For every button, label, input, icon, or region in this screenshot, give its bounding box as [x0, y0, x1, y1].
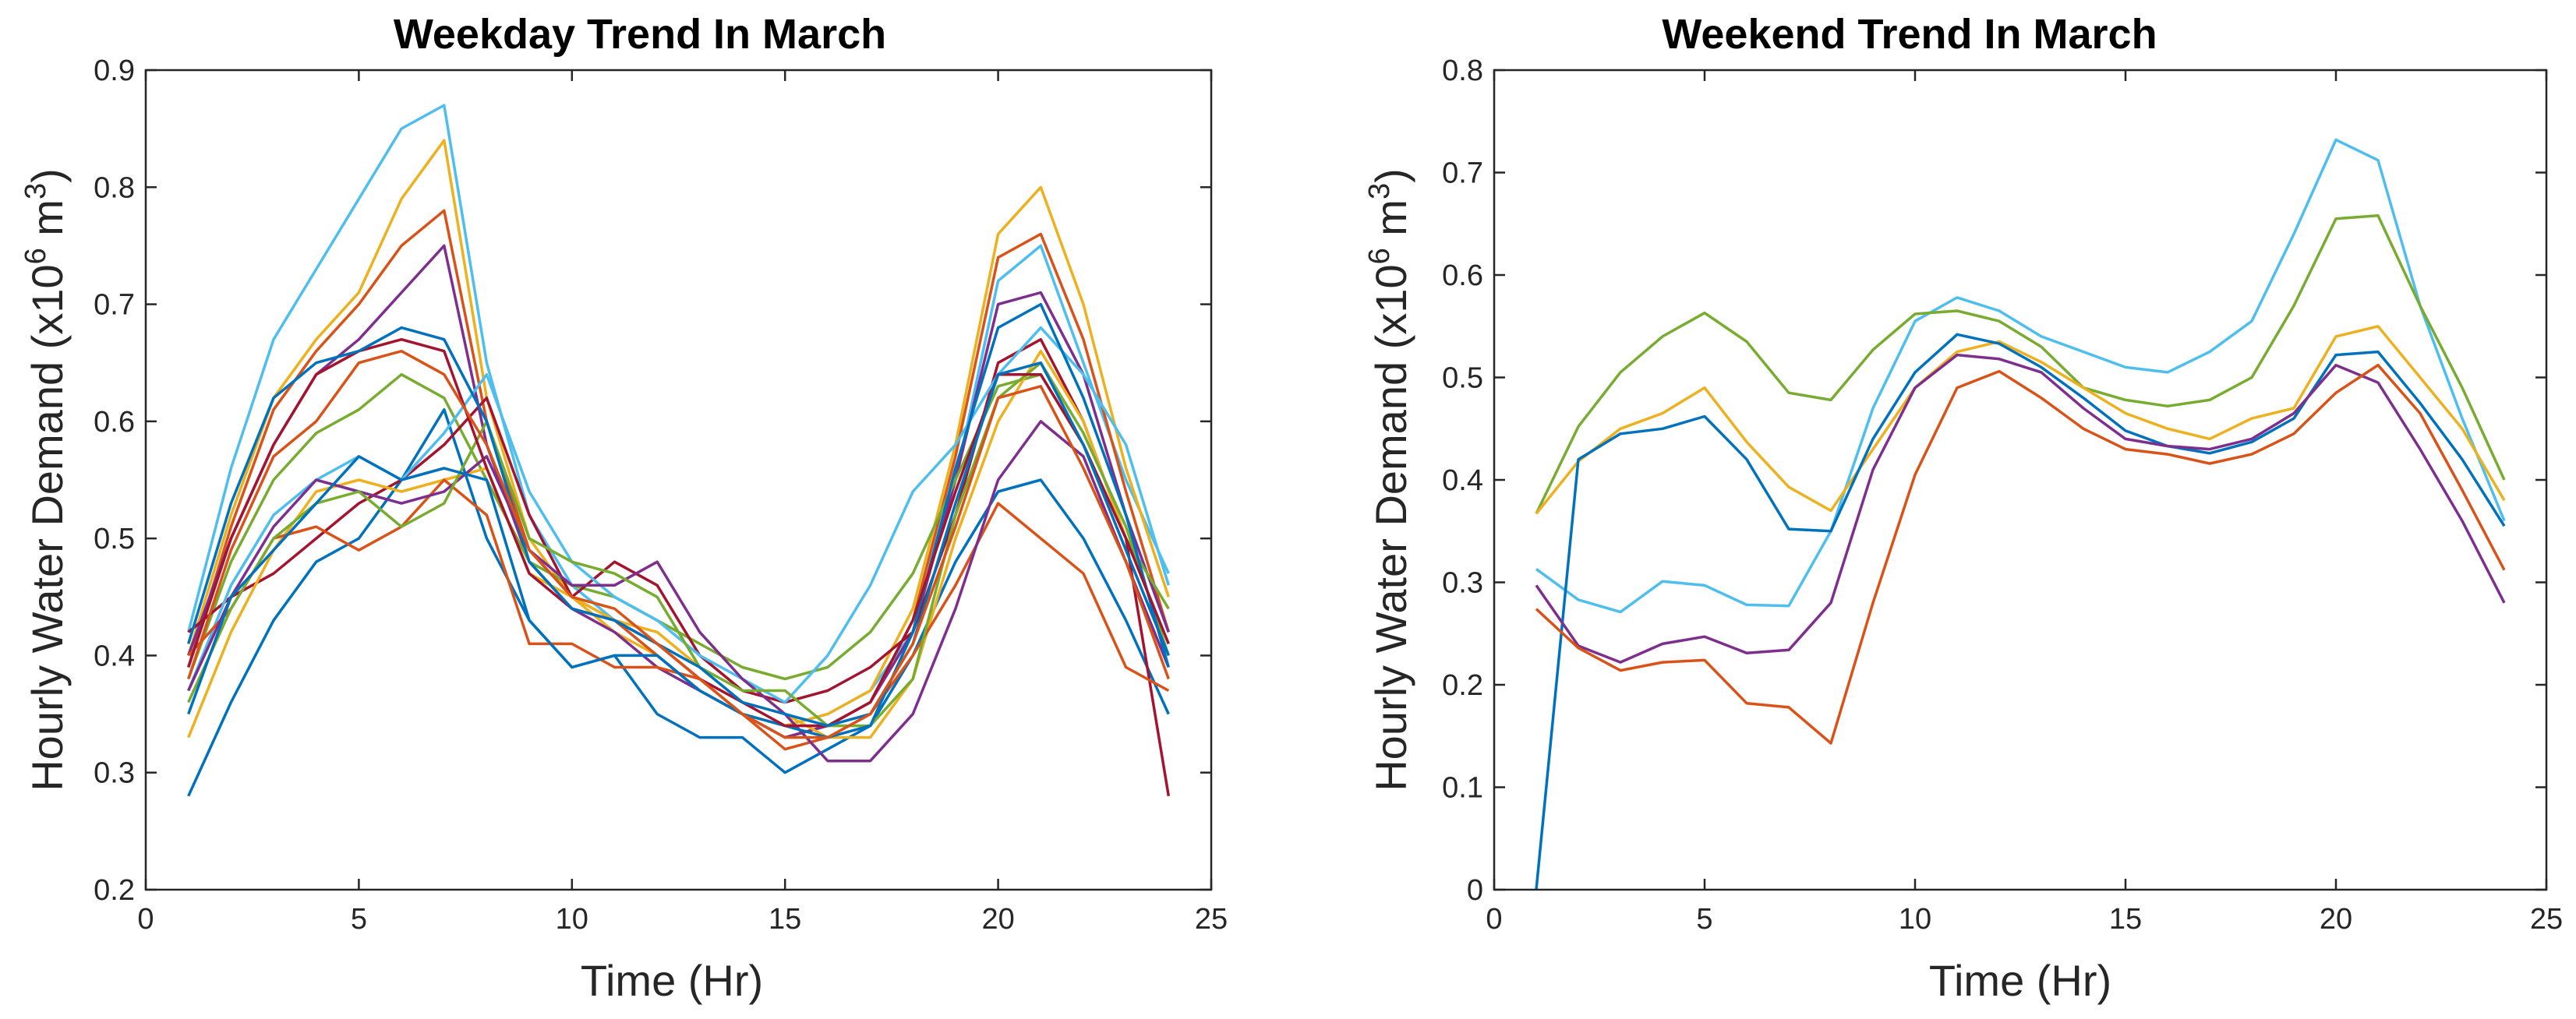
x-tick-label: 0 [1486, 903, 1502, 936]
series-line-3 [187, 209, 1170, 739]
y-tick-label: 0.1 [1442, 772, 1483, 805]
weekend-chart-panel: Weekend Trend In March 0 5 10 15 20 25 0 0.1 0.2… [1288, 0, 2575, 1019]
y-axis-label-main: Hourly Water Demand (x10 [23, 264, 72, 791]
y-axis-label-main: Hourly Water Demand (x10 [1366, 264, 1415, 791]
y-tick-label: 0 [1467, 874, 1483, 907]
series-line-11 [187, 420, 1170, 763]
y-tick-label: 0.5 [1442, 362, 1483, 395]
y-axis-label-unit-exp: 3 [19, 183, 52, 199]
x-tick-label: 20 [981, 903, 1014, 936]
y-axis-label-exp: 6 [1363, 248, 1396, 264]
weekday-chart: Weekday Trend In March 0 5 10 15 20 25 0.2 0.3 0… [19, 11, 1228, 1005]
series-line-4 [1535, 333, 2506, 890]
y-axis-label-unit: m [23, 199, 72, 248]
y-tick-label: 0.8 [1442, 55, 1483, 87]
series-line-7 [187, 337, 1171, 797]
chart-title: Weekend Trend In March [1662, 11, 2157, 58]
series-line-6 [1535, 363, 2506, 745]
y-tick-label: 0.8 [94, 171, 135, 204]
series-line-15 [187, 326, 1170, 728]
series-line-10 [187, 478, 1170, 751]
x-axis-label: Time (Hr) [581, 956, 763, 1005]
y-axis-label: Hourly Water Demand (x106 m3) [1363, 168, 1415, 792]
y-tick-label: 0.2 [94, 874, 135, 907]
y-axis-label-unit-exp: 3 [1363, 183, 1396, 199]
series-line-9 [187, 349, 1170, 739]
y-tick-label: 0.3 [94, 757, 135, 790]
y-axis-label: Hourly Water Demand (x106 m3) [19, 168, 72, 792]
y-axis-label-close: ) [1366, 168, 1415, 183]
x-tick-label: 25 [2530, 903, 2563, 936]
x-axis-label: Time (Hr) [1929, 956, 2111, 1005]
x-tick-label: 25 [1195, 903, 1228, 936]
series-line-1 [1535, 138, 2506, 614]
y-tick-label: 0.6 [1442, 259, 1483, 292]
series-line-8 [187, 326, 1170, 704]
y-axis-label-close: ) [23, 168, 72, 183]
x-tick-label: 5 [1696, 903, 1712, 936]
x-tick-label: 15 [769, 903, 801, 936]
y-tick-label: 0.7 [94, 289, 135, 322]
series-line-2 [1535, 213, 2506, 515]
weekday-chart-panel: Weekday Trend In March 0 5 10 15 20 25 0.2 0.3 0… [19, 11, 1228, 1005]
series-line-4 [187, 244, 1170, 739]
y-tick-label: 0.9 [94, 55, 135, 87]
x-tick-label: 10 [556, 903, 588, 936]
x-tick-label: 20 [2320, 903, 2352, 936]
y-tick-label: 0.3 [1442, 567, 1483, 600]
series-line-14 [187, 337, 1170, 728]
weekend-chart: Weekend Trend In March 0 5 10 15 20 25 0 0.1 0.2… [1363, 11, 2563, 1005]
x-tick-label: 0 [137, 903, 154, 936]
y-tick-label: 0.5 [94, 523, 135, 555]
y-axis-label-exp: 6 [19, 248, 52, 264]
x-tick-label: 15 [2109, 903, 2142, 936]
x-tick-label: 5 [351, 903, 367, 936]
y-tick-label: 0.4 [1442, 464, 1483, 497]
series-line-3 [1535, 325, 2506, 515]
y-tick-label: 0.2 [1442, 669, 1483, 702]
y-axis-label-unit: m [1366, 199, 1415, 248]
x-tick-label: 10 [1899, 903, 1931, 936]
series-line-16 [187, 349, 1170, 739]
y-tick-label: 0.7 [1442, 157, 1483, 190]
y-tick-label: 0.6 [94, 406, 135, 439]
y-tick-label: 0.4 [94, 640, 135, 672]
series-line-5 [1535, 353, 2506, 664]
plot-area-frame [144, 69, 1213, 891]
series-line-6 [187, 408, 1170, 797]
series-line-12 [187, 361, 1170, 728]
chart-title: Weekday Trend In March [394, 11, 886, 58]
series-line-13 [187, 302, 1170, 739]
